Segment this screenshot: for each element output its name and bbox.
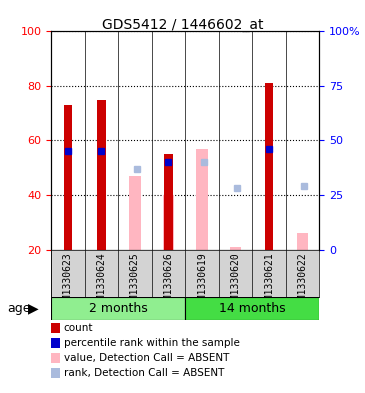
Text: percentile rank within the sample: percentile rank within the sample bbox=[64, 338, 240, 348]
Bar bbox=[185, 297, 319, 320]
Text: GSM1330624: GSM1330624 bbox=[96, 252, 107, 310]
Bar bbox=[297, 233, 308, 250]
Text: GDS5412 / 1446602_at: GDS5412 / 1446602_at bbox=[102, 18, 263, 32]
Text: GSM1330625: GSM1330625 bbox=[130, 252, 140, 310]
Bar bbox=[129, 176, 141, 250]
Text: 14 months: 14 months bbox=[219, 302, 286, 315]
Text: GSM1330623: GSM1330623 bbox=[63, 252, 73, 310]
Bar bbox=[196, 149, 208, 250]
Text: 2 months: 2 months bbox=[89, 302, 147, 315]
Text: GSM1330620: GSM1330620 bbox=[231, 252, 241, 310]
Text: rank, Detection Call = ABSENT: rank, Detection Call = ABSENT bbox=[64, 368, 224, 378]
Text: count: count bbox=[64, 323, 93, 333]
Text: GSM1330622: GSM1330622 bbox=[297, 252, 308, 310]
Bar bbox=[51, 297, 185, 320]
Bar bbox=[64, 105, 72, 250]
Text: GSM1330621: GSM1330621 bbox=[264, 252, 274, 310]
Text: age: age bbox=[7, 302, 31, 315]
Text: ▶: ▶ bbox=[27, 301, 38, 316]
Bar bbox=[265, 83, 273, 250]
Bar bbox=[97, 99, 105, 250]
Text: GSM1330619: GSM1330619 bbox=[197, 252, 207, 310]
Text: value, Detection Call = ABSENT: value, Detection Call = ABSENT bbox=[64, 353, 229, 363]
Bar bbox=[162, 195, 174, 250]
Bar bbox=[164, 154, 173, 250]
Text: GSM1330626: GSM1330626 bbox=[164, 252, 173, 310]
Bar bbox=[230, 247, 241, 250]
